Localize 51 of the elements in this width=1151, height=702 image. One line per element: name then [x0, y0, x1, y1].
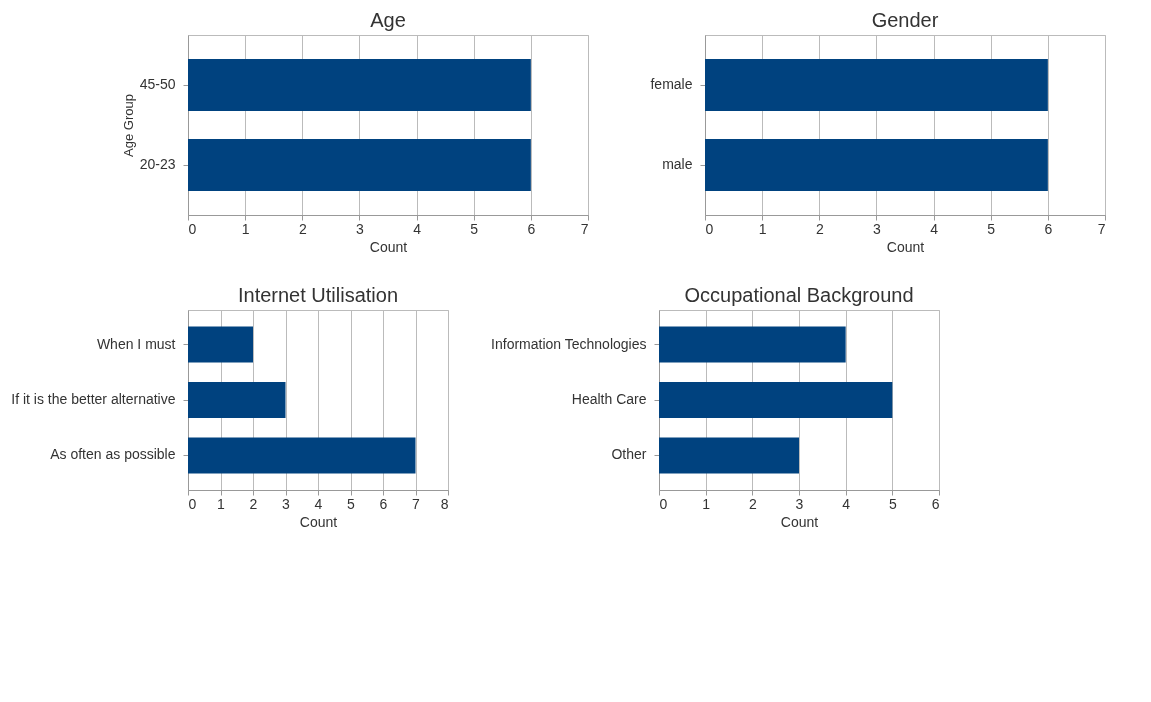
x-tick-label: 4 — [930, 220, 939, 237]
x-tick-label: 2 — [298, 220, 307, 237]
x-tick-label: 3 — [356, 220, 365, 237]
x-tick-label: 0 — [188, 220, 197, 237]
x-tick-label: 2 — [249, 495, 258, 512]
x-tick-label: 1 — [758, 220, 767, 237]
y-tick-label: As often as possible — [50, 446, 176, 463]
x-tick-label: 6 — [527, 220, 536, 237]
y-tick-label: When I must — [96, 335, 176, 352]
y-tick-label: female — [650, 76, 693, 92]
x-tick-label: 6 — [379, 495, 388, 512]
x-tick-label: 8 — [440, 495, 449, 512]
x-tick-label: 6 — [1044, 220, 1053, 237]
y-tick-label: If it is the better alternative — [11, 391, 176, 407]
chart-title: Gender — [871, 9, 939, 31]
x-tick-label: 3 — [282, 495, 291, 512]
x-tick-label: 4 — [413, 220, 422, 237]
x-tick-label: 7 — [1097, 220, 1106, 237]
x-tick-label: 5 — [987, 220, 996, 237]
x-tick-label: 1 — [702, 495, 711, 512]
y-tick-label: 45-50 — [139, 76, 176, 92]
x-tick-label: 2 — [748, 495, 757, 512]
y-tick-label: Other — [611, 446, 647, 463]
x-tick-label: 5 — [470, 220, 479, 237]
x-tick-label: 3 — [873, 220, 882, 237]
x-tick-label: 5 — [888, 495, 897, 512]
x-tick-label: 4 — [314, 495, 323, 512]
y-tick-label: 20-23 — [139, 156, 176, 172]
chart-title: Occupational Background — [684, 284, 914, 306]
x-axis-title: Count — [886, 238, 925, 255]
x-tick-label: 3 — [795, 495, 804, 512]
x-axis-title: Count — [369, 238, 408, 255]
x-tick-label: 7 — [580, 220, 589, 237]
x-tick-label: 1 — [217, 495, 226, 512]
y-tick-label: male — [662, 156, 693, 172]
x-tick-label: 0 — [659, 495, 668, 512]
y-axis-title: Age Group — [120, 94, 136, 157]
x-tick-label: 0 — [705, 220, 714, 237]
x-tick-label: 7 — [412, 495, 421, 512]
chart-title: Age — [370, 9, 406, 31]
chart-title: Internet Utilisation — [237, 284, 399, 306]
y-tick-label: Health Care — [571, 391, 647, 407]
x-tick-label: 2 — [815, 220, 824, 237]
x-tick-label: 1 — [241, 220, 250, 237]
x-tick-label: 4 — [842, 495, 851, 512]
x-tick-label: 5 — [347, 495, 356, 512]
x-axis-title: Count — [299, 513, 338, 530]
x-tick-label: 0 — [188, 495, 197, 512]
x-tick-label: 6 — [931, 495, 940, 512]
y-tick-label: Information Technologies — [491, 335, 647, 352]
x-axis-title: Count — [780, 513, 819, 530]
